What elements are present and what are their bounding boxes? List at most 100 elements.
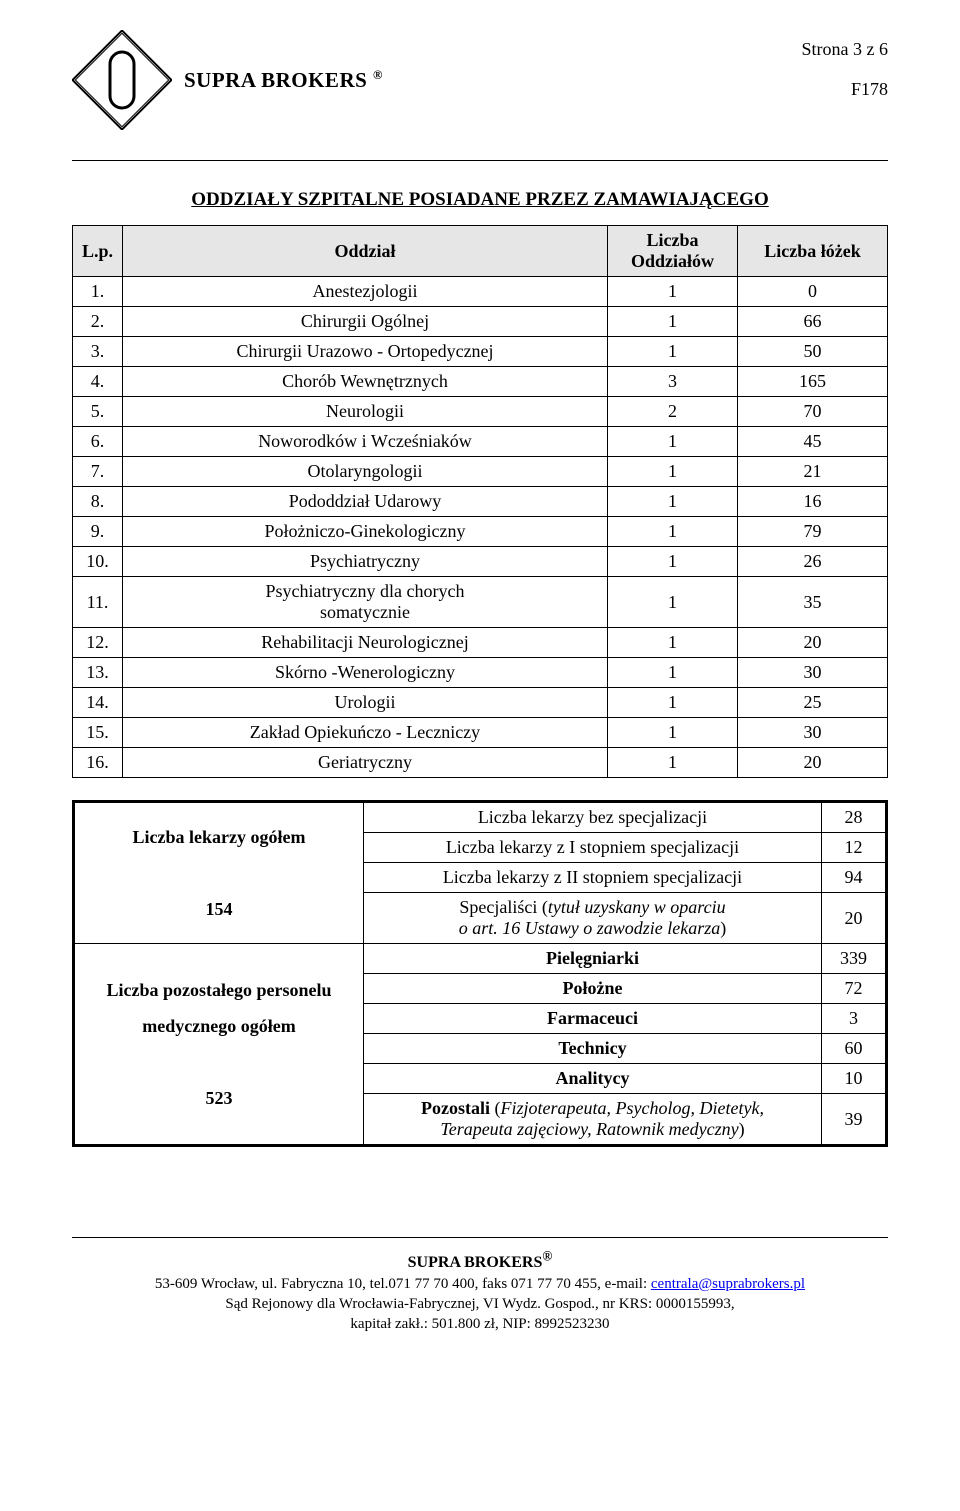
cell-count: 3 [608, 367, 738, 397]
footer-line1: 53-609 Wrocław, ul. Fabryczna 10, tel.07… [155, 1276, 651, 1292]
cell-beds: 45 [738, 427, 888, 457]
company-name: SUPRA BROKERS ® [184, 68, 383, 93]
table-row: Liczba pozostałego personelumedycznego o… [74, 944, 887, 974]
cell-beds: 50 [738, 337, 888, 367]
cell-label: Liczba lekarzy z I stopniem specjalizacj… [364, 833, 822, 863]
table-row: 13.Skórno -Wenerologiczny130 [73, 658, 888, 688]
cell-name: Rehabilitacji Neurologicznej [123, 628, 608, 658]
group-left-cell: Liczba pozostałego personelumedycznego o… [74, 944, 364, 1146]
th-count: Liczba Oddziałów [608, 226, 738, 277]
cell-name: Chorób Wewnętrznych [123, 367, 608, 397]
table-row: 10.Psychiatryczny126 [73, 547, 888, 577]
departments-table: L.p. Oddział Liczba Oddziałów Liczba łóż… [72, 225, 888, 778]
cell-count: 1 [608, 517, 738, 547]
cell-count: 1 [608, 487, 738, 517]
cell-value: 94 [822, 863, 887, 893]
cell-label: Pielęgniarki [364, 944, 822, 974]
cell-value: 10 [822, 1064, 887, 1094]
table-row: 11.Psychiatryczny dla chorych somatyczni… [73, 577, 888, 628]
table-row: 12.Rehabilitacji Neurologicznej120 [73, 628, 888, 658]
cell-count: 1 [608, 688, 738, 718]
cell-lp: 7. [73, 457, 123, 487]
header-right: Strona 3 z 6 F178 [802, 30, 888, 109]
cell-value: 72 [822, 974, 887, 1004]
cell-name: Neurologii [123, 397, 608, 427]
table-row: 4.Chorób Wewnętrznych3165 [73, 367, 888, 397]
cell-lp: 11. [73, 577, 123, 628]
cell-name: Psychiatryczny dla chorych somatycznie [123, 577, 608, 628]
cell-count: 1 [608, 457, 738, 487]
page: SUPRA BROKERS ® Strona 3 z 6 F178 ODDZIA… [0, 0, 960, 1365]
cell-lp: 1. [73, 277, 123, 307]
doc-code: F178 [802, 70, 888, 110]
table-header-row: L.p. Oddział Liczba Oddziałów Liczba łóż… [73, 226, 888, 277]
cell-count: 1 [608, 337, 738, 367]
cell-count: 1 [608, 277, 738, 307]
cell-beds: 35 [738, 577, 888, 628]
table-row: Liczba lekarzy ogółem154Liczba lekarzy b… [74, 802, 887, 833]
cell-name: Geriatryczny [123, 748, 608, 778]
cell-beds: 165 [738, 367, 888, 397]
cell-lp: 9. [73, 517, 123, 547]
th-name: Oddział [123, 226, 608, 277]
cell-beds: 21 [738, 457, 888, 487]
cell-label: Technicy [364, 1034, 822, 1064]
cell-beds: 79 [738, 517, 888, 547]
footer-email-link[interactable]: centrala@suprabrokers.pl [651, 1276, 805, 1292]
cell-lp: 13. [73, 658, 123, 688]
section-title: ODDZIAŁY SZPITALNE POSIADANE PRZEZ ZAMAW… [72, 189, 888, 211]
cell-label: Liczba lekarzy z II stopniem specjalizac… [364, 863, 822, 893]
table-row: 6.Noworodków i Wcześniaków145 [73, 427, 888, 457]
cell-value: 12 [822, 833, 887, 863]
cell-name: Chirurgii Urazowo - Ortopedycznej [123, 337, 608, 367]
logo-icon [72, 30, 172, 130]
cell-beds: 30 [738, 658, 888, 688]
cell-beds: 0 [738, 277, 888, 307]
footer-company: SUPRA BROKERS® [408, 1254, 553, 1271]
cell-label: Analitycy [364, 1064, 822, 1094]
cell-lp: 2. [73, 307, 123, 337]
cell-count: 1 [608, 307, 738, 337]
cell-count: 1 [608, 427, 738, 457]
cell-beds: 20 [738, 748, 888, 778]
table-row: 15.Zakład Opiekuńczo - Leczniczy130 [73, 718, 888, 748]
cell-count: 1 [608, 628, 738, 658]
cell-value: 20 [822, 893, 887, 944]
cell-name: Anestezjologii [123, 277, 608, 307]
table-row: 16.Geriatryczny120 [73, 748, 888, 778]
cell-count: 1 [608, 547, 738, 577]
cell-beds: 66 [738, 307, 888, 337]
cell-label: Specjaliści (tytuł uzyskany w oparciuo a… [364, 893, 822, 944]
cell-label: Farmaceuci [364, 1004, 822, 1034]
cell-count: 1 [608, 718, 738, 748]
footer-line3: kapitał zakł.: 501.800 zł, NIP: 89925232… [350, 1316, 609, 1332]
cell-lp: 5. [73, 397, 123, 427]
group-left-cell: Liczba lekarzy ogółem154 [74, 802, 364, 944]
cell-label: Położne [364, 974, 822, 1004]
cell-value: 60 [822, 1034, 887, 1064]
cell-value: 28 [822, 802, 887, 833]
cell-name: Psychiatryczny [123, 547, 608, 577]
cell-name: Noworodków i Wcześniaków [123, 427, 608, 457]
divider-top [72, 160, 888, 161]
divider-bottom [72, 1237, 888, 1238]
cell-lp: 12. [73, 628, 123, 658]
th-beds: Liczba łóżek [738, 226, 888, 277]
table-row: 8.Pododdział Udarowy116 [73, 487, 888, 517]
cell-name: Zakład Opiekuńczo - Leczniczy [123, 718, 608, 748]
table-row: 14.Urologii125 [73, 688, 888, 718]
table-row: 3.Chirurgii Urazowo - Ortopedycznej150 [73, 337, 888, 367]
cell-lp: 14. [73, 688, 123, 718]
cell-beds: 25 [738, 688, 888, 718]
cell-label: Liczba lekarzy bez specjalizacji [364, 802, 822, 833]
table-row: 2.Chirurgii Ogólnej166 [73, 307, 888, 337]
cell-beds: 26 [738, 547, 888, 577]
footer-line2: Sąd Rejonowy dla Wrocławia-Fabrycznej, V… [225, 1296, 734, 1312]
cell-lp: 8. [73, 487, 123, 517]
cell-beds: 30 [738, 718, 888, 748]
cell-value: 3 [822, 1004, 887, 1034]
cell-name: Urologii [123, 688, 608, 718]
cell-label: Pozostali (Fizjoterapeuta, Psycholog, Di… [364, 1094, 822, 1146]
cell-value: 39 [822, 1094, 887, 1146]
page-info: Strona 3 z 6 [802, 30, 888, 70]
